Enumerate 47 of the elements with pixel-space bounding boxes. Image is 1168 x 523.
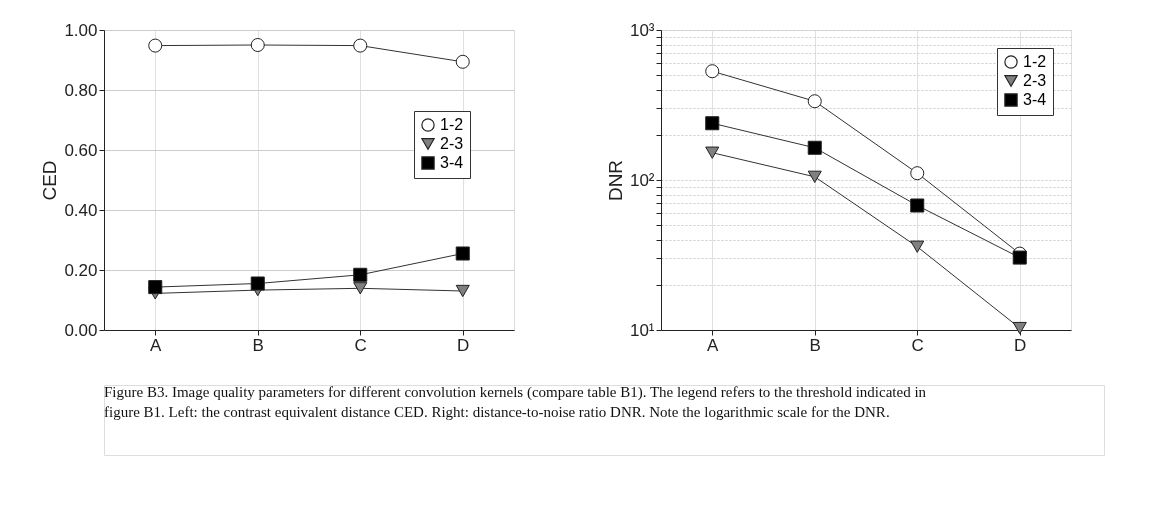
point xyxy=(250,37,265,53)
point xyxy=(1012,321,1027,335)
y-tick-label: 0.60 xyxy=(64,140,98,160)
y-tick-label: 0.80 xyxy=(64,80,98,100)
point xyxy=(455,54,470,69)
legend-label: 1-2 xyxy=(1023,53,1047,70)
point xyxy=(705,146,720,159)
point xyxy=(353,282,368,295)
y-axis-title: CED xyxy=(39,160,61,201)
y-tick-label: 0.40 xyxy=(64,200,98,220)
point xyxy=(705,64,720,79)
point xyxy=(455,246,470,261)
x-tick-label: B xyxy=(809,335,821,355)
point xyxy=(148,280,163,295)
point xyxy=(353,38,368,53)
x-tick-label: D xyxy=(1014,335,1027,355)
caption: Figure B3. Image quality parameters for different convolution kernels (compare table B1). The legend refers to the threshold indicated in figure B1. Left: the contrast equivalent distance CED. Right: distance-to-noise ratio DNR. Note the logarithmic scale for the DNR. xyxy=(104,384,927,420)
point xyxy=(807,140,822,155)
x-tick-label: C xyxy=(911,335,924,355)
y-tick-label: 10³ xyxy=(629,20,655,40)
point xyxy=(1012,250,1027,265)
y-axis-title: DNR xyxy=(604,159,626,202)
y-tick-label: 10² xyxy=(629,170,655,190)
point xyxy=(910,198,925,213)
y-tick-label: 0.00 xyxy=(64,320,98,340)
y-tick-label: 1.00 xyxy=(64,20,98,40)
legend-label: 1-2 xyxy=(440,116,464,133)
point xyxy=(910,166,925,181)
legend-label: 2-3 xyxy=(1023,72,1047,89)
point xyxy=(353,267,368,282)
point xyxy=(455,284,470,298)
x-tick-label: D xyxy=(457,335,470,355)
x-tick-label: A xyxy=(150,335,163,355)
legend-label: 3-4 xyxy=(1023,91,1047,108)
y-tick-label: 10¹ xyxy=(629,320,655,340)
x-tick-label: A xyxy=(707,335,720,355)
point xyxy=(148,38,163,53)
legend-label: 3-4 xyxy=(440,154,464,171)
point xyxy=(705,116,720,131)
x-tick-label: B xyxy=(252,335,264,355)
x-tick-label: C xyxy=(354,335,367,355)
point xyxy=(910,240,925,253)
point xyxy=(807,170,822,183)
point xyxy=(250,276,265,291)
point xyxy=(807,94,822,109)
y-tick-label: 0.20 xyxy=(64,260,98,280)
legend-label: 2-3 xyxy=(440,135,464,152)
